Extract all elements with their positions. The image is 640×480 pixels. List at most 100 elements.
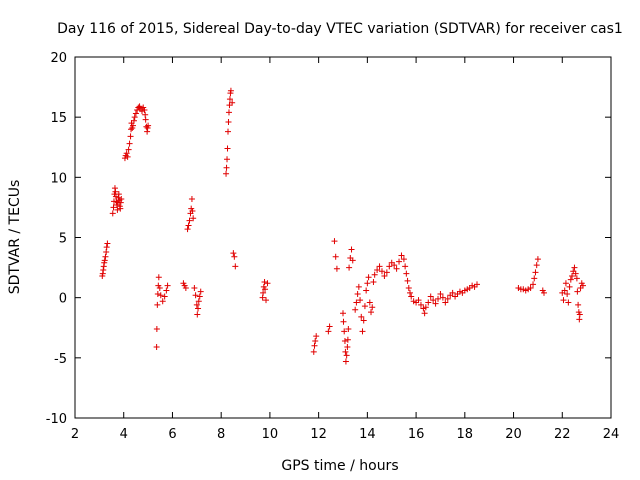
data-point: [313, 333, 320, 340]
data-point: [398, 252, 405, 259]
data-point: [386, 263, 393, 270]
data-point: [264, 280, 271, 287]
data-point: [439, 294, 446, 301]
data-point: [261, 279, 268, 286]
data-point: [123, 150, 130, 157]
y-axis-ticks: -10 -5 0 5 10 15 20: [46, 51, 611, 427]
data-point: [310, 348, 317, 355]
data-point: [229, 99, 236, 106]
data-point: [344, 344, 351, 351]
data-point: [193, 301, 200, 308]
data-point: [345, 325, 352, 332]
data-point: [365, 274, 372, 281]
data-point: [566, 283, 573, 290]
data-point: [182, 285, 189, 292]
data-point: [333, 265, 340, 272]
data-point: [114, 206, 121, 213]
data-point: [262, 286, 269, 293]
data-point: [185, 222, 192, 229]
data-point: [357, 297, 364, 304]
data-point: [344, 336, 351, 343]
data-point: [124, 153, 131, 160]
data-point: [161, 293, 168, 300]
data-point: [128, 126, 135, 133]
data-points: [99, 87, 586, 365]
data-point: [474, 281, 480, 288]
data-point: [391, 262, 398, 269]
y-tick-label: -10: [46, 412, 67, 427]
data-point: [153, 344, 160, 351]
data-point: [142, 116, 149, 123]
data-point: [115, 191, 122, 198]
data-point: [341, 337, 348, 344]
data-point: [225, 128, 232, 135]
data-point: [154, 291, 161, 298]
data-point: [449, 289, 456, 296]
data-point: [541, 289, 547, 296]
data-point: [223, 164, 230, 171]
data-point: [155, 274, 162, 281]
data-point: [145, 122, 152, 129]
data-point: [444, 295, 451, 302]
data-point: [225, 109, 232, 116]
data-point: [435, 295, 442, 302]
data-point: [156, 285, 163, 292]
data-point: [129, 122, 136, 129]
data-point: [396, 258, 403, 265]
chart-title: Day 116 of 2015, Sidereal Day-to-day VTE…: [57, 21, 623, 37]
data-point: [407, 289, 413, 296]
data-point: [533, 262, 540, 269]
data-point: [422, 304, 429, 311]
data-point: [534, 256, 541, 263]
data-point: [159, 298, 166, 305]
data-point: [531, 275, 538, 282]
data-point: [364, 280, 371, 287]
data-point: [189, 208, 196, 215]
x-tick-label: 24: [603, 427, 620, 442]
data-point: [332, 253, 339, 260]
y-tick-label: 20: [50, 51, 67, 66]
data-point: [353, 299, 360, 306]
y-tick-label: -5: [54, 352, 67, 367]
data-point: [331, 238, 338, 245]
data-point: [348, 246, 355, 253]
x-tick-label: 22: [554, 427, 571, 442]
data-point: [366, 299, 373, 306]
data-point: [430, 297, 437, 304]
data-point: [404, 277, 411, 284]
data-point: [191, 285, 198, 292]
x-tick-label: 10: [262, 427, 279, 442]
data-point: [126, 140, 133, 147]
data-point: [224, 156, 231, 163]
data-point: [421, 310, 428, 317]
data-point: [405, 285, 412, 292]
data-point: [432, 300, 439, 307]
data-point: [359, 328, 366, 335]
y-tick-label: 5: [59, 232, 67, 247]
data-point: [117, 205, 124, 212]
data-point: [195, 298, 202, 305]
data-point: [576, 311, 583, 318]
data-point: [363, 287, 370, 294]
data-point: [369, 304, 376, 311]
data-point: [109, 210, 116, 217]
x-tick-label: 16: [408, 427, 425, 442]
data-point: [312, 337, 319, 344]
data-point: [188, 195, 195, 202]
y-tick-label: 15: [50, 111, 67, 126]
data-point: [196, 293, 203, 300]
data-point: [194, 311, 201, 318]
data-point: [230, 250, 237, 257]
data-point: [532, 269, 539, 276]
x-tick-label: 18: [457, 427, 474, 442]
data-point: [231, 253, 238, 260]
data-point: [361, 303, 368, 310]
data-point: [153, 325, 160, 332]
data-point: [104, 240, 111, 247]
y-axis-label: SDTVAR / TECUs: [7, 180, 23, 295]
data-point: [226, 96, 233, 103]
data-point: [374, 266, 381, 273]
data-point: [127, 133, 134, 140]
data-point: [403, 270, 410, 277]
